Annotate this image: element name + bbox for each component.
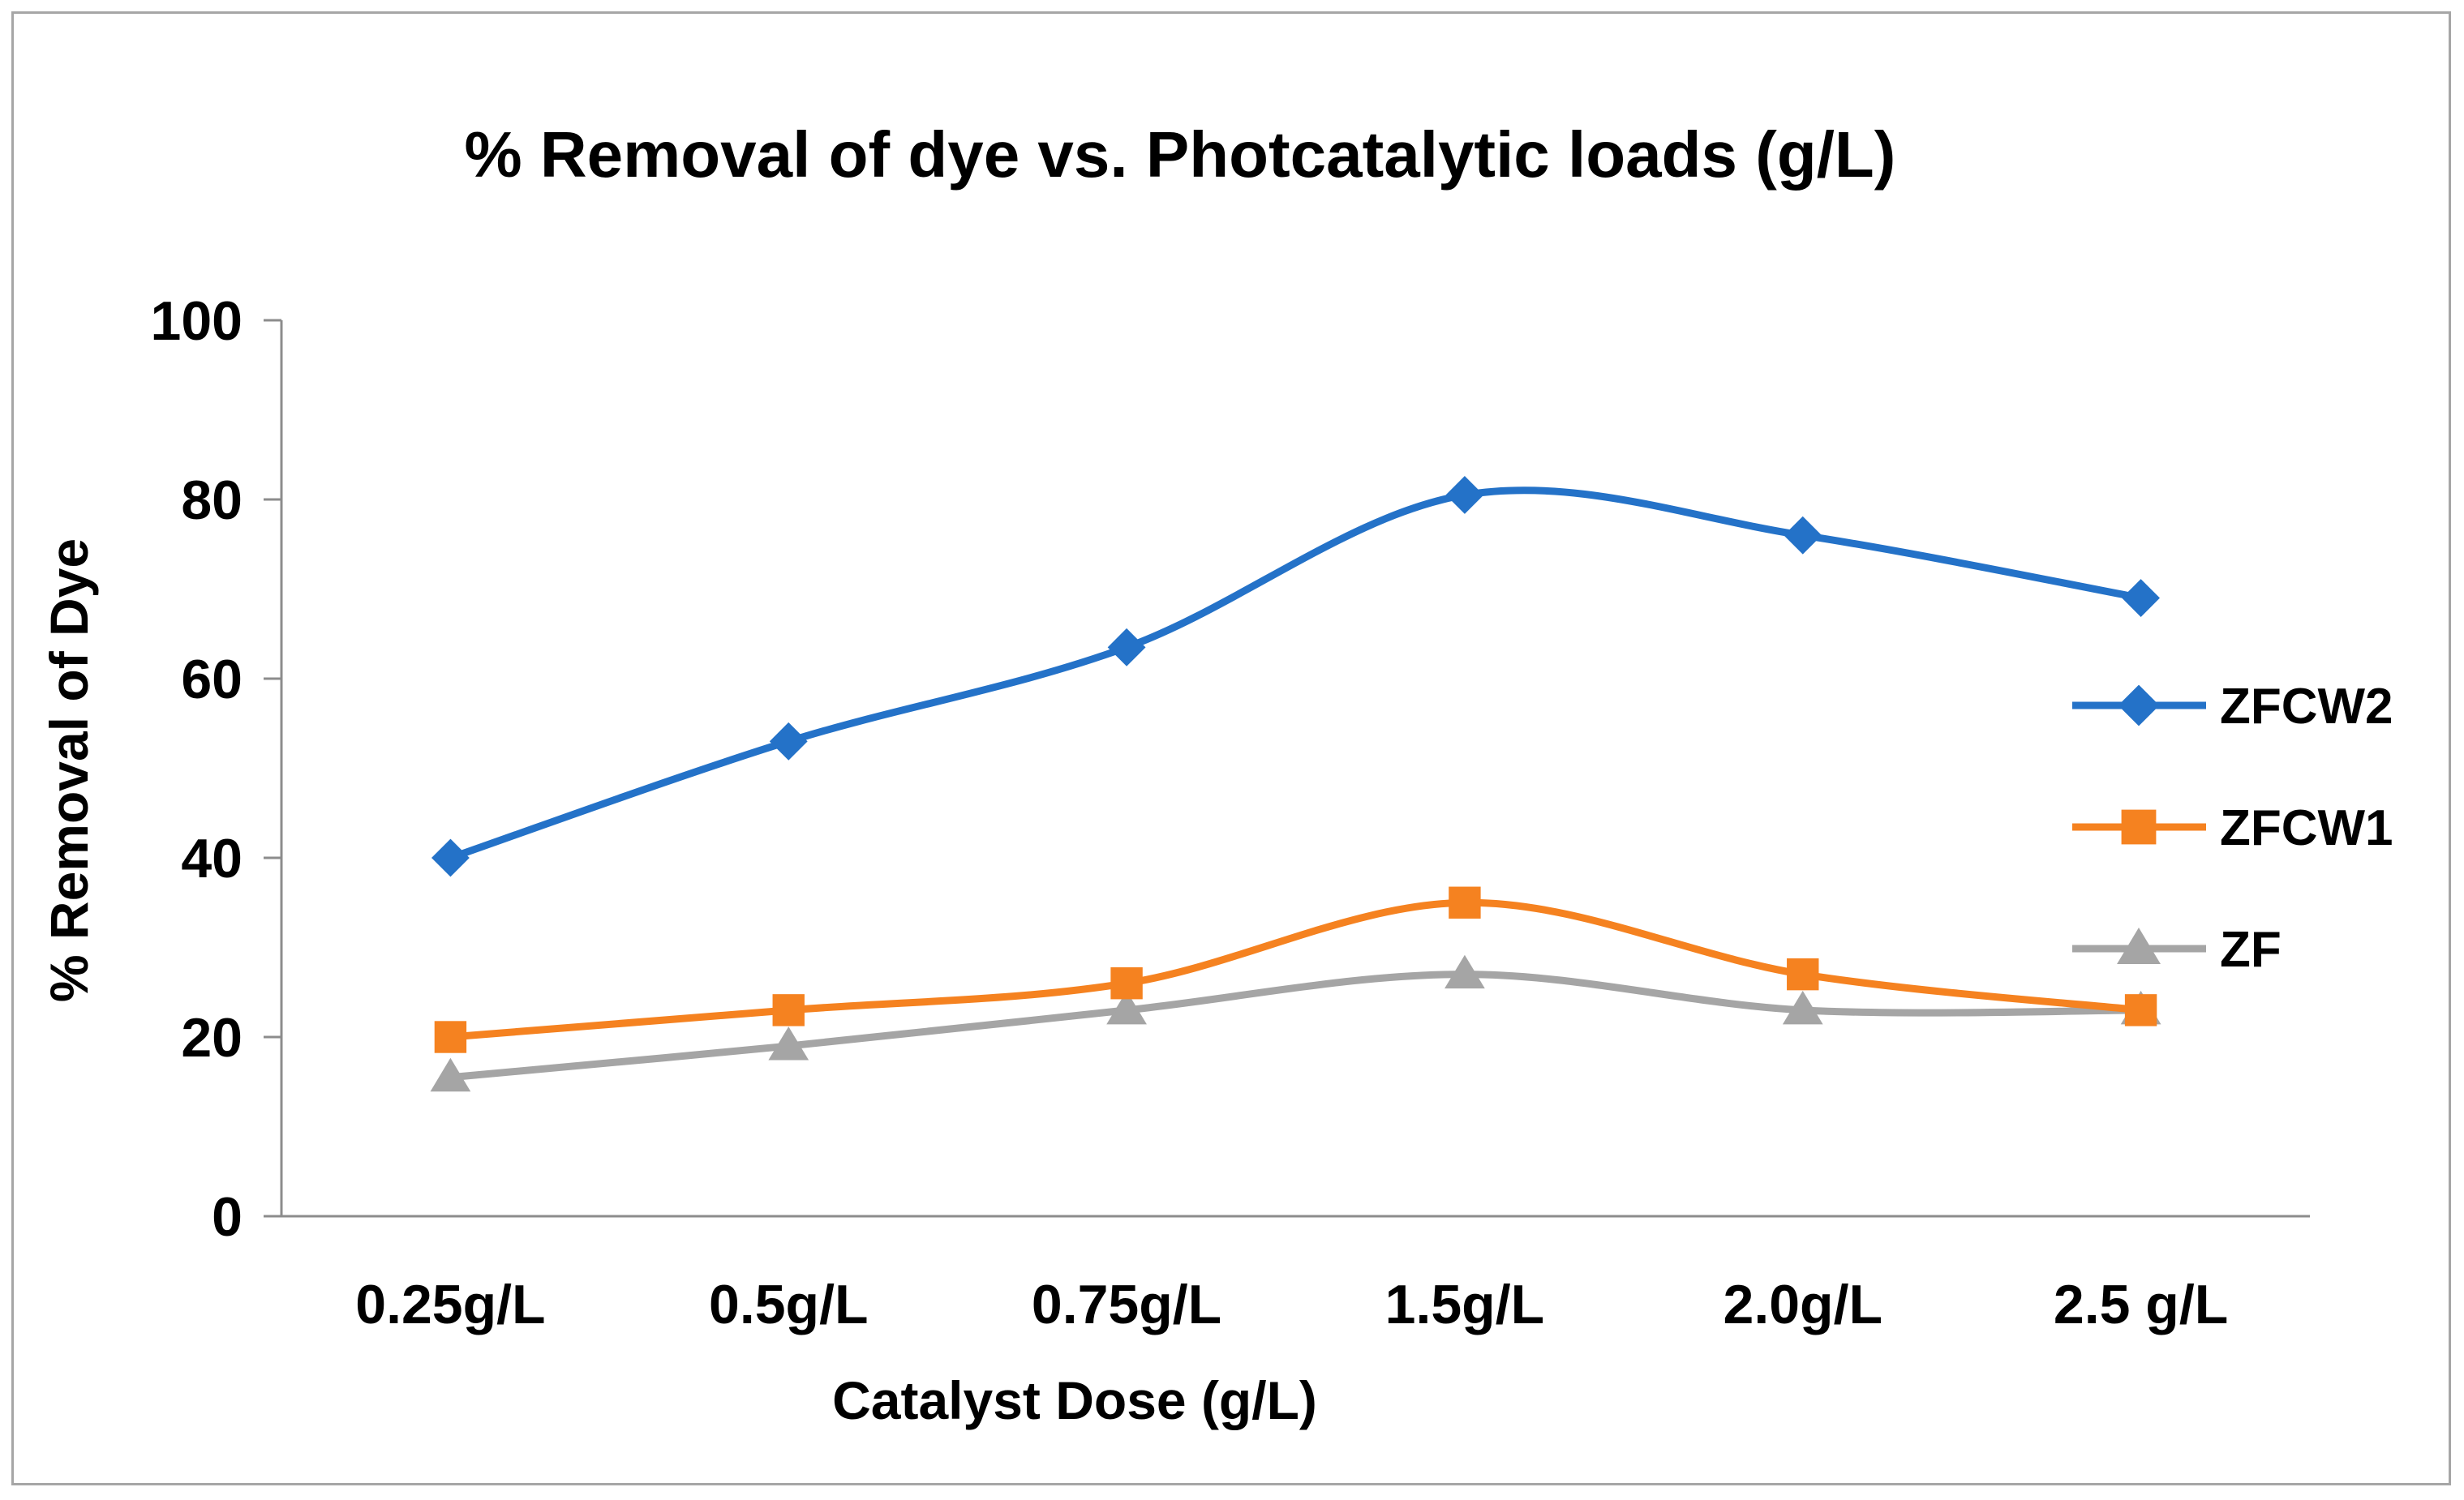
x-tick-label: 2.5 g/L bbox=[2054, 1274, 2228, 1335]
x-tick-label: 0.25g/L bbox=[355, 1274, 545, 1335]
data-point bbox=[430, 1057, 471, 1092]
x-axis: 0.25g/L 0.5g/L 0.75g/L 1.5g/L 2.0g/L 2.5 g/L bbox=[281, 1215, 2310, 1335]
legend-item-zf: ZF bbox=[2072, 922, 2282, 978]
data-point bbox=[1444, 954, 1485, 989]
x-tick-label: 2.0g/L bbox=[1724, 1274, 1883, 1335]
data-point bbox=[2122, 579, 2160, 617]
data-point bbox=[434, 1021, 467, 1053]
series-zfcw1 bbox=[434, 886, 2157, 1053]
data-point bbox=[1449, 886, 1481, 919]
chart-title: % Removal of dye vs. Photcatalytic loads… bbox=[465, 118, 1896, 191]
data-point bbox=[1784, 516, 1822, 555]
legend-marker bbox=[2118, 684, 2160, 726]
legend-label: ZFCW1 bbox=[2220, 800, 2393, 856]
y-tick-label: 0 bbox=[212, 1186, 243, 1248]
y-axis: 0 20 40 60 80 100 bbox=[151, 290, 283, 1248]
data-point bbox=[1787, 958, 1819, 991]
plot-area bbox=[430, 476, 2161, 1092]
data-point bbox=[1445, 476, 1484, 514]
legend-label: ZFCW2 bbox=[2220, 679, 2393, 735]
data-point bbox=[768, 1026, 809, 1061]
data-point bbox=[772, 994, 805, 1026]
y-tick-label: 100 bbox=[151, 290, 243, 352]
x-tick-label: 0.75g/L bbox=[1032, 1274, 1221, 1335]
series-line bbox=[446, 971, 2145, 1082]
data-point bbox=[769, 722, 808, 761]
legend-marker bbox=[2121, 809, 2157, 845]
series-line bbox=[446, 486, 2145, 862]
legend-item-zfcw1: ZFCW1 bbox=[2072, 800, 2393, 856]
y-tick-label: 80 bbox=[181, 469, 243, 531]
data-point bbox=[2124, 994, 2157, 1026]
data-point bbox=[1107, 628, 1146, 666]
data-point bbox=[1106, 990, 1147, 1025]
series-zfcw2 bbox=[431, 476, 2160, 877]
x-tick-label: 0.5g/L bbox=[709, 1274, 869, 1335]
chart-frame bbox=[11, 11, 2451, 1485]
x-tick-label: 1.5g/L bbox=[1385, 1274, 1545, 1335]
data-point bbox=[1110, 967, 1143, 1000]
series-line bbox=[446, 898, 2145, 1041]
y-tick-label: 60 bbox=[181, 649, 243, 710]
y-tick-label: 40 bbox=[181, 828, 243, 889]
x-axis-title: Catalyst Dose (g/L) bbox=[832, 1370, 1317, 1430]
y-tick-label: 20 bbox=[181, 1007, 243, 1069]
legend-marker bbox=[2117, 928, 2161, 964]
y-axis-title: % Removal of Dye bbox=[39, 538, 99, 1002]
series-zf bbox=[430, 954, 2161, 1092]
data-point bbox=[431, 838, 470, 877]
legend: ZFCW2 ZFCW1 ZF bbox=[2072, 679, 2393, 978]
legend-label: ZF bbox=[2220, 922, 2282, 978]
data-point bbox=[1782, 990, 1823, 1025]
legend-item-zfcw2: ZFCW2 bbox=[2072, 679, 2393, 735]
